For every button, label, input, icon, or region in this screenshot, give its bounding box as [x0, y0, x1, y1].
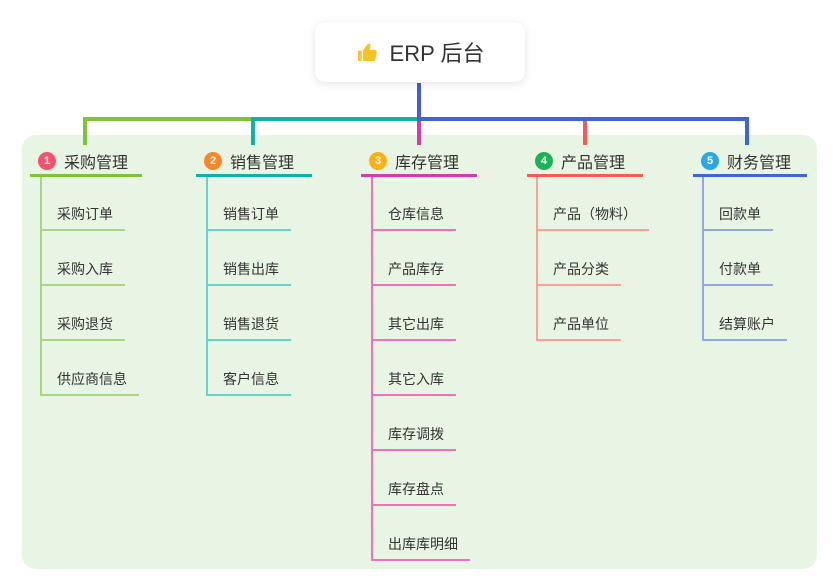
child-node[interactable]: 销售退货	[206, 315, 291, 341]
mindmap-canvas	[22, 135, 817, 569]
child-node[interactable]: 销售订单	[206, 205, 291, 231]
child-node[interactable]: 出库库明细	[371, 535, 470, 561]
branch-node-3[interactable]: 3 库存管理	[361, 148, 477, 177]
branch-1-drop-line	[83, 117, 87, 145]
child-node[interactable]: 库存调拨	[371, 425, 456, 451]
branch-1-child-connector	[40, 177, 42, 396]
branch-5-child-connector	[702, 177, 704, 341]
branch-node-5[interactable]: 5 财务管理	[693, 148, 807, 177]
branch-3-child-connector	[371, 177, 373, 561]
child-node[interactable]: 库存盘点	[371, 480, 456, 506]
branch-2-child-connector	[206, 177, 208, 396]
root-node[interactable]: ERP 后台	[315, 22, 525, 82]
child-node[interactable]: 产品单位	[536, 315, 621, 341]
branch-4-child-connector	[536, 177, 538, 341]
child-node[interactable]: 产品（物料）	[536, 205, 649, 231]
branch-node-1[interactable]: 1 采购管理	[30, 148, 142, 177]
child-node[interactable]: 供应商信息	[40, 370, 139, 396]
branch-3-drop-line	[417, 117, 421, 145]
child-node[interactable]: 产品分类	[536, 260, 621, 286]
branch-4-label: 产品管理	[561, 155, 626, 172]
child-node[interactable]: 采购退货	[40, 315, 125, 341]
branch-5-label: 财务管理	[727, 155, 792, 172]
branch-4-number-badge: 4	[535, 152, 553, 170]
branch-2-drop-line	[251, 117, 255, 145]
child-node[interactable]: 采购入库	[40, 260, 125, 286]
branch-node-2[interactable]: 2 销售管理	[196, 148, 312, 177]
spine-left-teal	[251, 117, 421, 121]
root-trunk-line	[417, 83, 421, 121]
child-node[interactable]: 客户信息	[206, 370, 291, 396]
child-node[interactable]: 销售出库	[206, 260, 291, 286]
child-node[interactable]: 付款单	[702, 260, 773, 286]
spine-right-blue	[417, 117, 749, 121]
branch-node-4[interactable]: 4 产品管理	[527, 148, 643, 177]
branch-2-number-badge: 2	[204, 152, 222, 170]
child-node[interactable]: 结算账户	[702, 315, 787, 341]
thumbs-up-icon	[356, 40, 380, 64]
child-node[interactable]: 产品库存	[371, 260, 456, 286]
child-node[interactable]: 其它出库	[371, 315, 456, 341]
branch-5-number-badge: 5	[701, 152, 719, 170]
child-node[interactable]: 其它入库	[371, 370, 456, 396]
branch-5-drop-line	[745, 117, 749, 145]
spine-left-green	[83, 117, 255, 121]
branch-2-label: 销售管理	[230, 155, 295, 172]
child-node[interactable]: 仓库信息	[371, 205, 456, 231]
branch-1-number-badge: 1	[38, 152, 56, 170]
root-label: ERP 后台	[389, 41, 485, 66]
branch-3-label: 库存管理	[395, 155, 460, 172]
branch-3-number-badge: 3	[369, 152, 387, 170]
branch-1-label: 采购管理	[64, 155, 129, 172]
child-node[interactable]: 采购订单	[40, 205, 125, 231]
branch-4-drop-line	[583, 117, 587, 145]
child-node[interactable]: 回款单	[702, 205, 773, 231]
